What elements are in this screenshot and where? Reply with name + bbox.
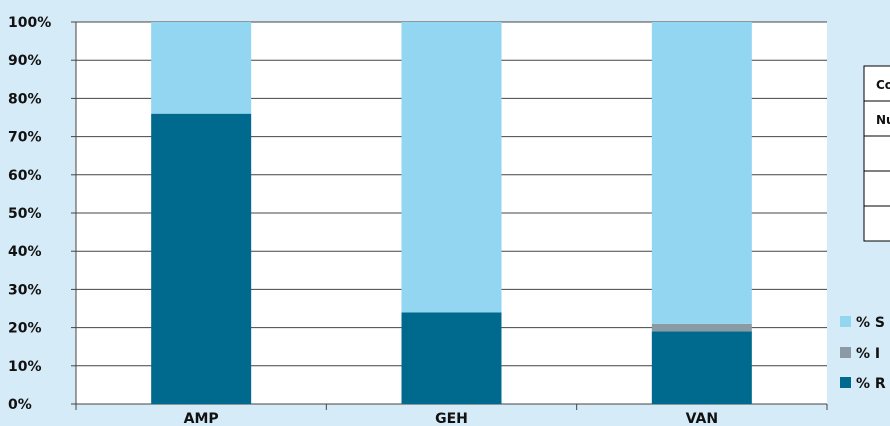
side-table-header: Co — [876, 78, 890, 92]
y-tick-label: 60% — [8, 168, 42, 184]
y-tick-label: 90% — [8, 53, 42, 69]
y-tick-label: 0% — [8, 397, 32, 413]
legend-label: % S — [856, 315, 885, 331]
bar-geh-s — [401, 22, 502, 313]
x-category-label: GEH — [435, 411, 468, 426]
bar-van-r — [651, 331, 752, 404]
legend-label: % R — [856, 376, 886, 392]
x-category-label: AMP — [184, 411, 219, 426]
y-tick-label: 70% — [8, 130, 42, 146]
bar-van-s — [651, 22, 752, 324]
legend-swatch — [840, 347, 851, 358]
bar-geh-r — [401, 312, 502, 404]
legend-swatch — [840, 316, 851, 327]
legend-label: % I — [856, 346, 880, 362]
y-tick-label: 10% — [8, 359, 42, 375]
side-table — [863, 65, 890, 242]
y-tick-label: 20% — [8, 321, 42, 337]
bar-van-i — [651, 323, 752, 332]
x-category-label: VAN — [686, 411, 718, 426]
legend-swatch — [840, 377, 851, 388]
bar-amp-s — [151, 22, 252, 114]
y-tick-label: 50% — [8, 206, 42, 222]
side-table-header: Nu — [876, 113, 890, 127]
y-tick-label: 30% — [8, 282, 42, 298]
bar-amp-r — [151, 113, 252, 405]
y-tick-label: 40% — [8, 244, 42, 260]
y-tick-label: 80% — [8, 91, 42, 107]
y-tick-label: 100% — [8, 15, 51, 31]
